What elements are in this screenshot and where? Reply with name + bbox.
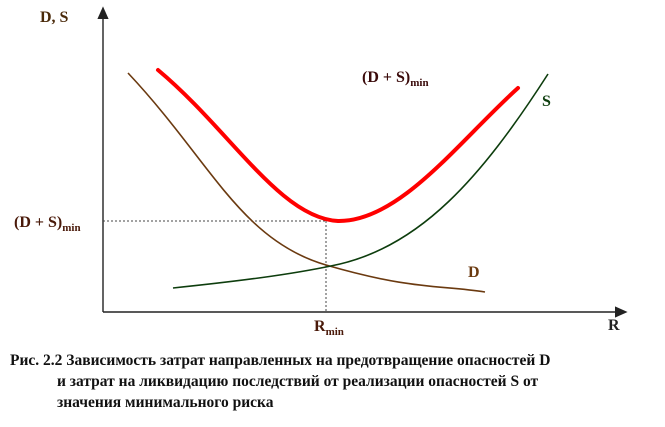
d-curve-label: D: [468, 264, 480, 281]
x-axis-label: R: [608, 317, 620, 334]
min-value-marker-label: (D + S)min: [14, 214, 81, 234]
sum-curve-label: (D + S)min: [362, 69, 429, 89]
cost-risk-diagram: D, S R (D + S)min S D (D + S)min Rmin: [14, 6, 628, 338]
d-curve: [127, 72, 486, 293]
s-curve-label: S: [542, 93, 551, 110]
caption-line-2: и затрат на ликвидацию последствий от ре…: [57, 373, 539, 390]
sum-curve: [156, 68, 520, 224]
caption-line-3: значения минимального риска: [57, 394, 274, 411]
caption-line-1: Рис. 2.2 Зависимость затрат направленных…: [10, 352, 551, 369]
figure-caption: Рис. 2.2 Зависимость затрат направленных…: [10, 350, 660, 413]
r-min-marker-label: Rmin: [314, 318, 344, 338]
y-axis-label: D, S: [40, 9, 69, 26]
s-curve: [172, 73, 549, 289]
